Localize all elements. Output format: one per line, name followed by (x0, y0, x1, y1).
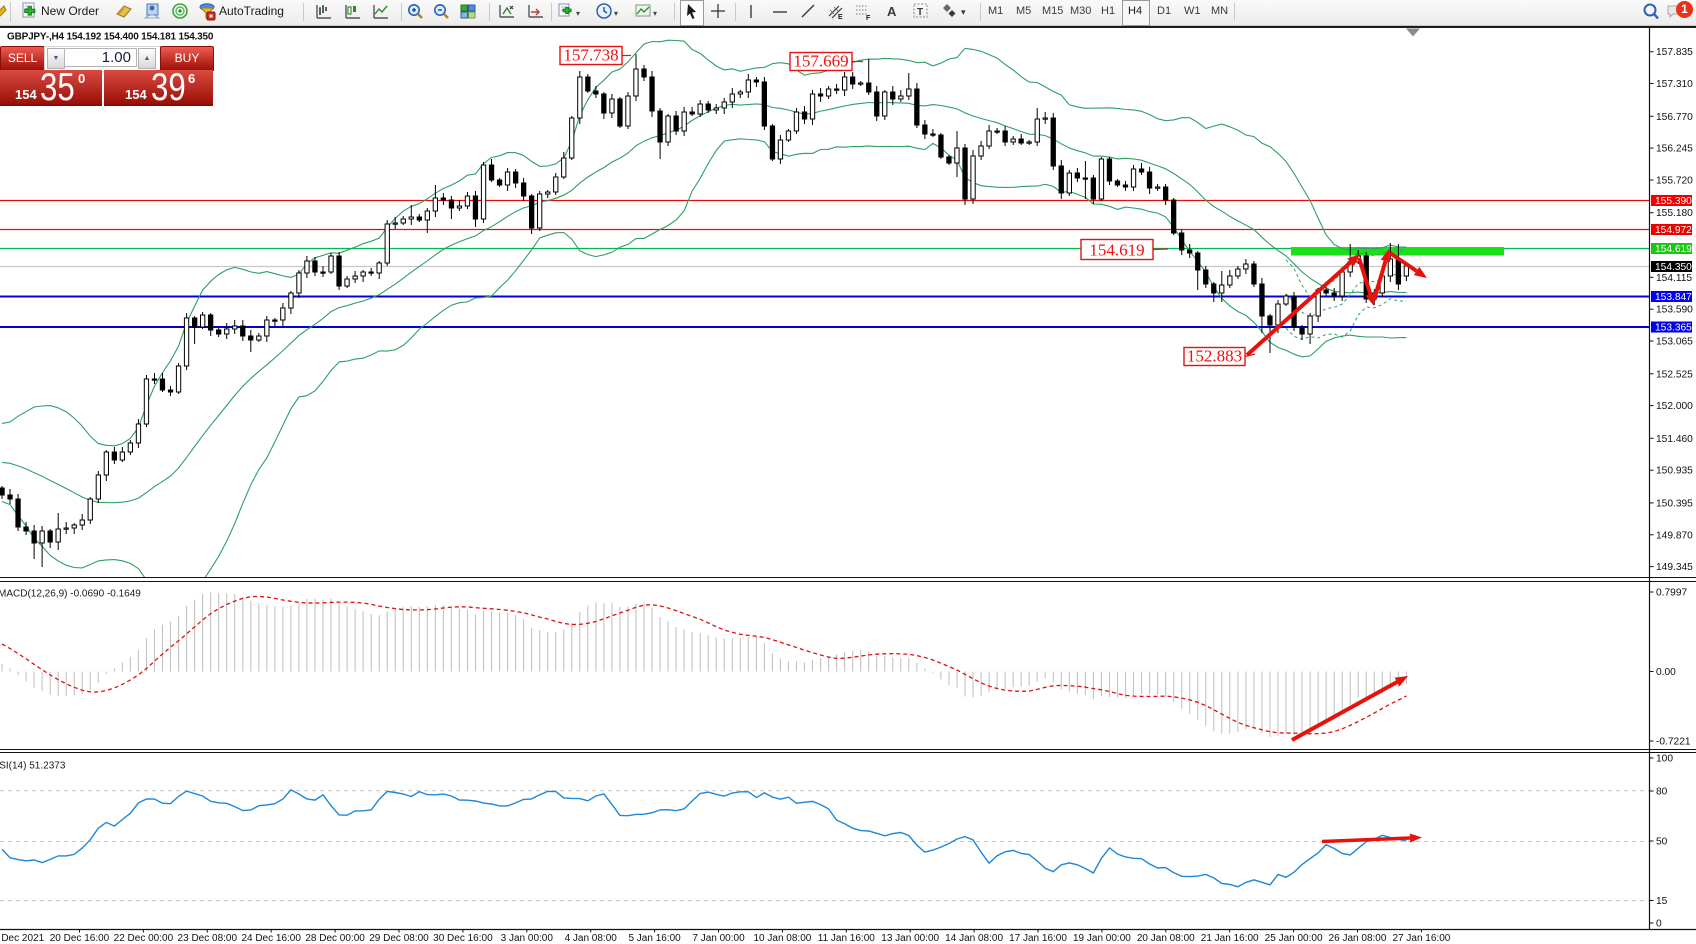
svg-text:152.883: 152.883 (1187, 347, 1242, 366)
svg-text:155.720: 155.720 (1656, 176, 1693, 187)
svg-text:156.245: 156.245 (1656, 144, 1693, 155)
svg-text:F: F (866, 15, 871, 22)
svg-text:152.525: 152.525 (1656, 369, 1693, 380)
svg-text:RSI(14) 51.2373: RSI(14) 51.2373 (0, 761, 66, 772)
svg-text:154.350: 154.350 (1655, 262, 1692, 273)
svg-text:153.590: 153.590 (1656, 305, 1693, 316)
svg-text:155.390: 155.390 (1655, 196, 1692, 207)
svg-text:22 Dec 00:00: 22 Dec 00:00 (114, 933, 174, 944)
svg-text:19 Jan 00:00: 19 Jan 00:00 (1073, 933, 1131, 944)
svg-text:154.972: 154.972 (1655, 225, 1692, 236)
svg-text:23 Dec 08:00: 23 Dec 08:00 (178, 933, 238, 944)
svg-text:3 Jan 00:00: 3 Jan 00:00 (501, 933, 554, 944)
svg-text:T: T (917, 7, 923, 18)
svg-text:21 Jan 16:00: 21 Jan 16:00 (1201, 933, 1259, 944)
svg-text:25 Jan 00:00: 25 Jan 00:00 (1265, 933, 1323, 944)
svg-text:154.115: 154.115 (1656, 273, 1692, 284)
svg-text:MACD(12,26,9) -0.0690 -0.1649: MACD(12,26,9) -0.0690 -0.1649 (0, 589, 141, 600)
svg-text:20 Jan 08:00: 20 Jan 08:00 (1137, 933, 1195, 944)
svg-text:152.000: 152.000 (1656, 401, 1693, 412)
svg-text:10 Jan 08:00: 10 Jan 08:00 (753, 933, 811, 944)
svg-text:151.460: 151.460 (1656, 434, 1693, 445)
svg-text:11 Jan 16:00: 11 Jan 16:00 (818, 933, 876, 944)
svg-text:4 Jan 08:00: 4 Jan 08:00 (565, 933, 618, 944)
svg-text:157.310: 157.310 (1656, 79, 1693, 90)
svg-text:7 Jan 00:00: 7 Jan 00:00 (692, 933, 745, 944)
svg-text:E: E (838, 14, 843, 21)
svg-text:154.619: 154.619 (1655, 244, 1692, 255)
svg-text:0: 0 (1656, 919, 1662, 930)
svg-text:157.835: 157.835 (1656, 47, 1693, 58)
svg-text:153.065: 153.065 (1656, 337, 1693, 348)
svg-text:13 Jan 00:00: 13 Jan 00:00 (881, 933, 939, 944)
svg-text:5 Jan 16:00: 5 Jan 16:00 (628, 933, 681, 944)
svg-text:17 Jan 16:00: 17 Jan 16:00 (1009, 933, 1067, 944)
svg-text:30 Dec 16:00: 30 Dec 16:00 (433, 933, 493, 944)
svg-text:80: 80 (1656, 787, 1668, 798)
svg-text:29 Dec 08:00: 29 Dec 08:00 (369, 933, 429, 944)
svg-text:156.770: 156.770 (1656, 112, 1693, 123)
svg-text:1 Dec 2021: 1 Dec 2021 (0, 933, 45, 944)
svg-text:0.7997: 0.7997 (1656, 588, 1687, 599)
svg-text:157.738: 157.738 (563, 46, 618, 65)
svg-text:153.365: 153.365 (1655, 323, 1692, 334)
svg-text:50: 50 (1656, 837, 1668, 848)
svg-text:150.935: 150.935 (1656, 466, 1693, 477)
svg-text:-0.7221: -0.7221 (1656, 737, 1691, 748)
svg-text:27 Jan 16:00: 27 Jan 16:00 (1392, 933, 1450, 944)
svg-text:20 Dec 16:00: 20 Dec 16:00 (50, 933, 110, 944)
svg-text:14 Jan 08:00: 14 Jan 08:00 (945, 933, 1003, 944)
svg-text:26 Jan 08:00: 26 Jan 08:00 (1329, 933, 1387, 944)
svg-text:GBPJPY-,H4 154.192 154.400 154: GBPJPY-,H4 154.192 154.400 154.181 154.3… (7, 32, 214, 43)
svg-text:153.847: 153.847 (1655, 292, 1692, 303)
svg-text:149.345: 149.345 (1656, 562, 1693, 573)
svg-text:149.870: 149.870 (1656, 530, 1693, 541)
svg-text:15: 15 (1656, 896, 1668, 907)
svg-text:0.00: 0.00 (1656, 667, 1676, 678)
svg-text:157.669: 157.669 (793, 52, 848, 71)
svg-text:100: 100 (1656, 754, 1673, 765)
svg-text:24 Dec 16:00: 24 Dec 16:00 (241, 933, 301, 944)
svg-text:150.395: 150.395 (1656, 498, 1693, 509)
svg-text:154.619: 154.619 (1089, 241, 1144, 260)
svg-text:155.180: 155.180 (1656, 208, 1693, 219)
svg-text:28 Dec 00:00: 28 Dec 00:00 (305, 933, 365, 944)
